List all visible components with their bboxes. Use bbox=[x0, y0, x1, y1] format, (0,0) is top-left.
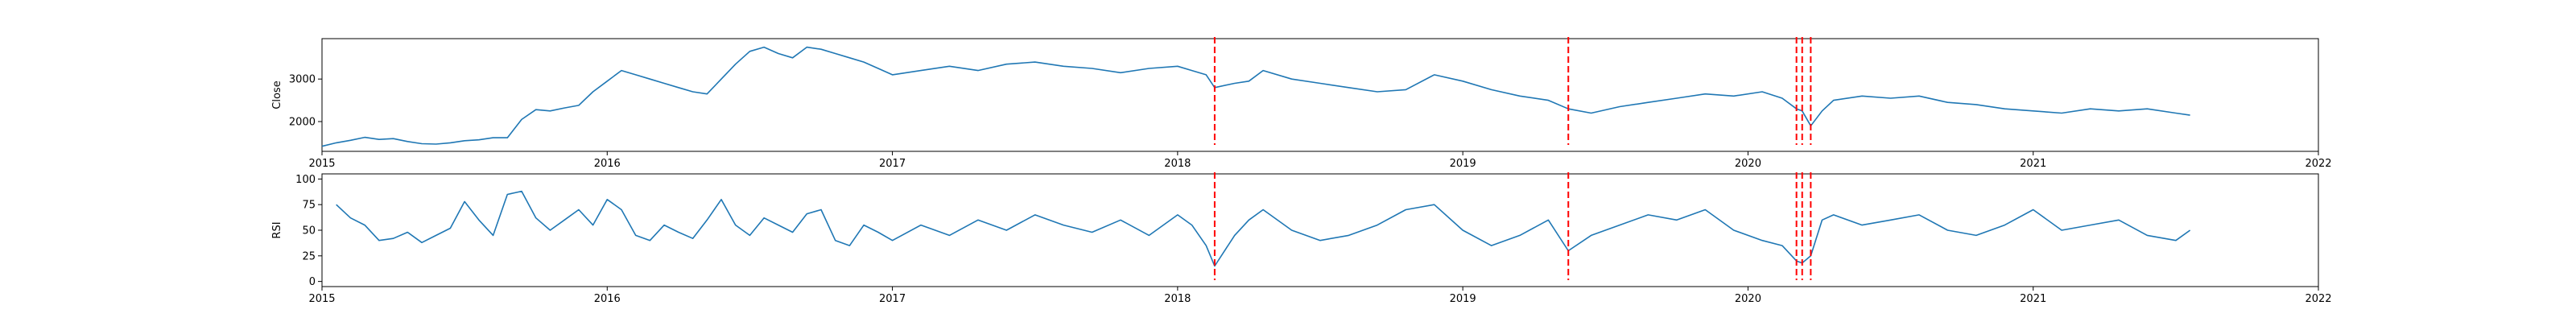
x-tick-label: 2015 bbox=[308, 158, 335, 170]
rsi-panel: 2015 2016 2017 2018 2019 2020 2021 2022 0 25 50 75 1… bbox=[271, 172, 2332, 305]
x-tick-label: 2020 bbox=[1735, 293, 1761, 305]
close-panel: 2015 2016 2017 2018 2019 2020 2021 2022 2000 3000… bbox=[271, 37, 2332, 170]
y-axis-label: RSI bbox=[271, 221, 283, 238]
y-tick-label: 100 bbox=[295, 174, 316, 186]
series-line bbox=[336, 190, 2191, 267]
x-tick-label: 2016 bbox=[594, 158, 621, 170]
x-tick-label: 2017 bbox=[879, 293, 906, 305]
series-line bbox=[321, 46, 2190, 147]
y-tick-label: 3000 bbox=[289, 74, 316, 86]
y-tick-label: 50 bbox=[302, 225, 316, 237]
plot-frame bbox=[321, 38, 2319, 152]
x-tick-label: 2015 bbox=[308, 293, 335, 305]
x-tick-label: 2019 bbox=[1450, 158, 1476, 170]
x-tick-label: 2022 bbox=[2305, 293, 2331, 305]
y-tick-label: 25 bbox=[302, 250, 316, 262]
y-tick-label: 2000 bbox=[289, 117, 316, 129]
y-tick-label: 75 bbox=[302, 200, 316, 212]
x-tick-label: 2022 bbox=[2305, 158, 2331, 170]
x-tick-label: 2016 bbox=[594, 293, 621, 305]
plot-frame bbox=[321, 173, 2319, 287]
y-axis-label: Close bbox=[271, 80, 283, 109]
x-tick-label: 2019 bbox=[1450, 293, 1476, 305]
x-tick-label: 2021 bbox=[2020, 293, 2046, 305]
x-tick-label: 2020 bbox=[1735, 158, 1761, 170]
x-tick-label: 2018 bbox=[1164, 293, 1191, 305]
x-tick-label: 2017 bbox=[879, 158, 906, 170]
y-tick-label: 0 bbox=[309, 276, 316, 288]
x-tick-label: 2021 bbox=[2020, 158, 2046, 170]
x-tick-label: 2018 bbox=[1164, 158, 1191, 170]
